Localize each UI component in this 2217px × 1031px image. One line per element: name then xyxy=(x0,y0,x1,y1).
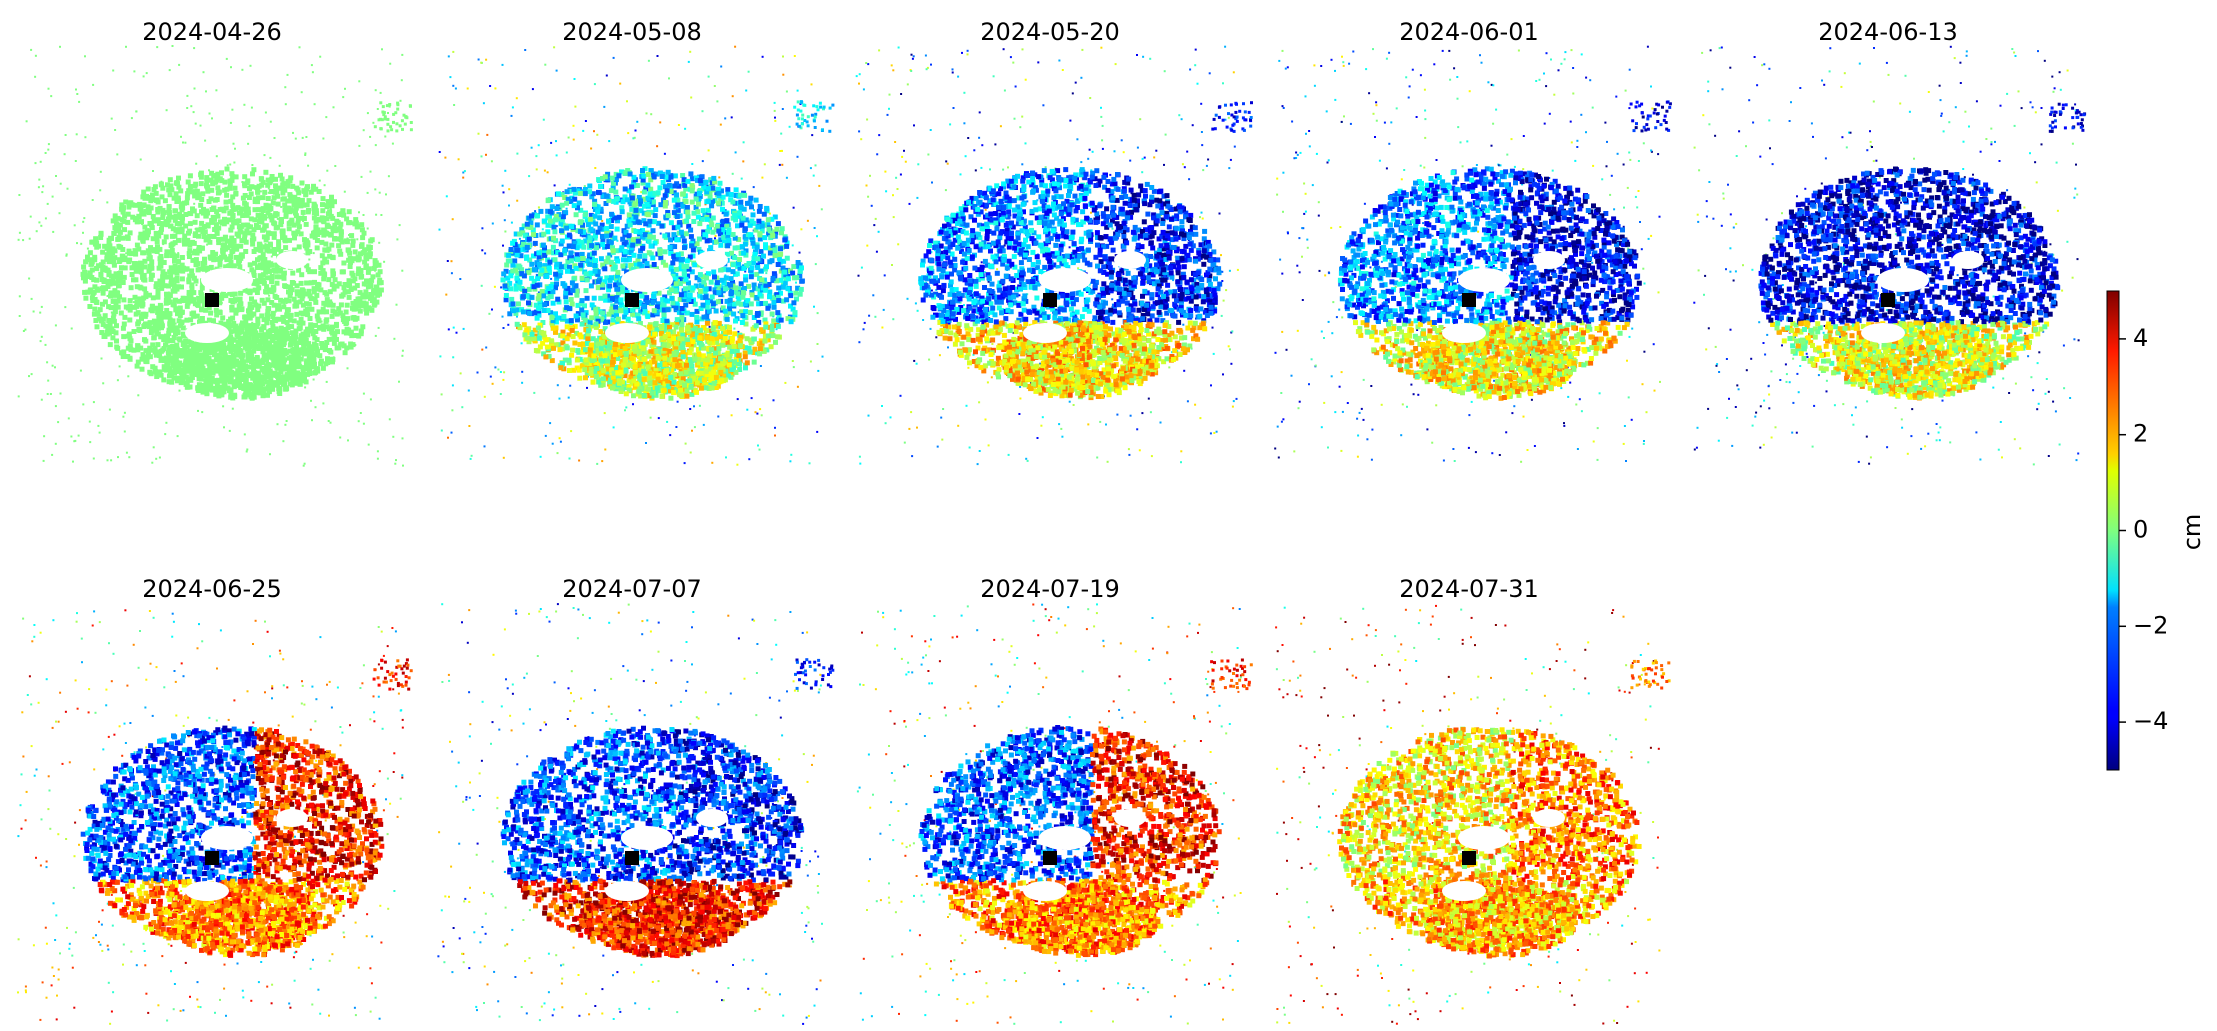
panel-title: 2024-06-13 xyxy=(1818,18,1957,46)
panel-title: 2024-06-25 xyxy=(142,575,281,603)
panel-2024-04-26: 2024-04-26 xyxy=(17,18,413,467)
colorbar-tick-label: −2 xyxy=(2133,611,2168,639)
deformation-field xyxy=(856,603,1253,1025)
panel-title: 2024-07-07 xyxy=(562,575,701,603)
reference-point-marker xyxy=(625,851,639,865)
deformation-field xyxy=(1693,45,2087,466)
reference-point-marker xyxy=(205,293,219,307)
panel-2024-06-25: 2024-06-25 xyxy=(17,575,413,1025)
colorbar-ticks: 4 2 0 −2 −4 xyxy=(2119,324,2168,735)
colorbar-tick-label: 4 xyxy=(2133,324,2148,352)
deformation-field xyxy=(855,45,1253,466)
panel-2024-07-31: 2024-07-31 xyxy=(1275,575,1671,1025)
reference-point-marker xyxy=(1881,293,1895,307)
reference-point-marker xyxy=(205,851,219,865)
deformation-field xyxy=(17,609,413,1025)
panel-title: 2024-04-26 xyxy=(142,18,281,46)
panel-2024-05-20: 2024-05-20 xyxy=(855,18,1253,466)
colorbar-tick-label: 0 xyxy=(2133,516,2148,544)
panel-title: 2024-05-08 xyxy=(562,18,701,46)
panel-2024-06-01: 2024-06-01 xyxy=(1274,18,1672,463)
reference-point-marker xyxy=(1043,851,1057,865)
reference-point-marker xyxy=(625,293,639,307)
panel-title: 2024-05-20 xyxy=(980,18,1119,46)
deformation-field xyxy=(1274,45,1672,463)
panel-2024-07-19: 2024-07-19 xyxy=(856,575,1253,1025)
panel-title: 2024-06-01 xyxy=(1399,18,1538,46)
deformation-field xyxy=(1275,604,1671,1025)
colorbar: 4 2 0 −2 −4 cm xyxy=(2106,290,2206,771)
panels-group: 2024-04-26 2024-05-08 2024-05-20 2024-06-01… xyxy=(17,18,2087,1025)
colorbar-tick-label: −4 xyxy=(2133,707,2168,735)
deformation-field xyxy=(437,603,835,1025)
deformation-field xyxy=(17,45,413,467)
reference-point-marker xyxy=(1462,851,1476,865)
panel-2024-06-13: 2024-06-13 xyxy=(1693,18,2087,466)
panel-title: 2024-07-19 xyxy=(980,575,1119,603)
panel-2024-07-07: 2024-07-07 xyxy=(437,575,835,1025)
colorbar-label: cm xyxy=(2178,514,2206,551)
colorbar-tick-label: 2 xyxy=(2133,420,2148,448)
reference-point-marker xyxy=(1462,293,1476,307)
panel-2024-05-08: 2024-05-08 xyxy=(438,18,835,466)
colorbar-gradient xyxy=(2106,290,2120,771)
deformation-field xyxy=(438,45,835,466)
reference-point-marker xyxy=(1043,293,1057,307)
panel-title: 2024-07-31 xyxy=(1399,575,1538,603)
